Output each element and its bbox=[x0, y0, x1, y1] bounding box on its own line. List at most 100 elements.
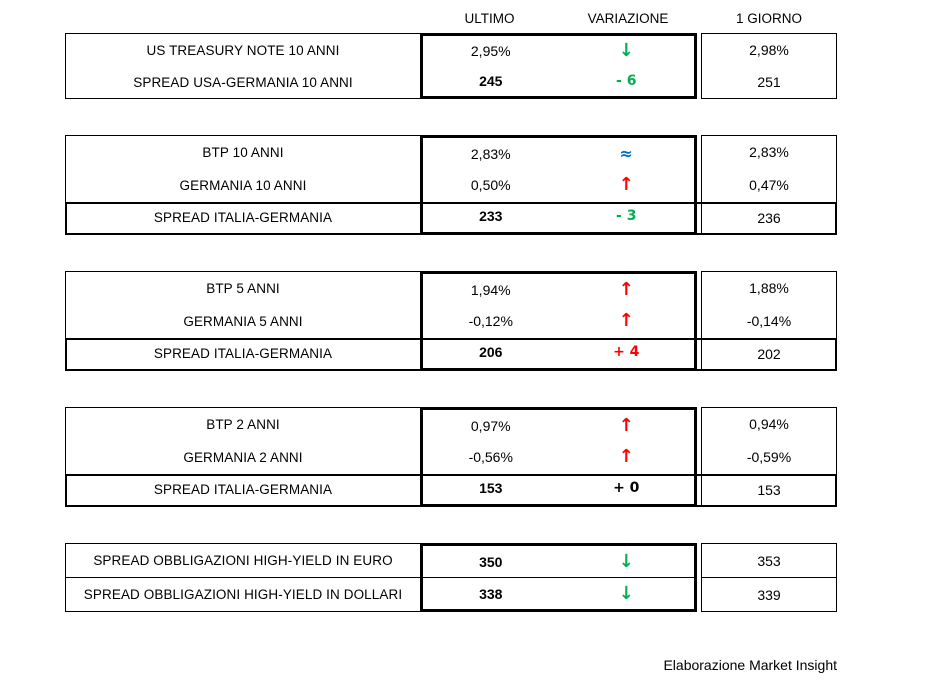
ultimo-value-text: -0,56% bbox=[468, 448, 513, 465]
one-day-value: 1,88% bbox=[749, 280, 789, 297]
source-credit: Elaborazione Market Insight bbox=[663, 657, 837, 673]
variazione-cell: ↑ bbox=[559, 441, 695, 472]
variazione-indicator-arrow: ↑ bbox=[618, 445, 634, 467]
ultimo-variazione-box: 1,94% ↑ -0,12% ↑ 206 + 4 bbox=[420, 271, 697, 371]
variazione-indicator-arrow: ↑ bbox=[618, 173, 634, 195]
column-header-ultimo: ULTIMO bbox=[464, 10, 515, 26]
ultimo-value-text: 2,95% bbox=[470, 43, 511, 59]
one-day-value: 339 bbox=[757, 586, 781, 603]
ultimo-value-text: -0,12% bbox=[468, 312, 513, 329]
one-day-row: 353 bbox=[702, 544, 836, 577]
table-row-values: 0,50% ↑ bbox=[423, 169, 694, 200]
one-day-row: 153 bbox=[702, 473, 836, 506]
variazione-cell: + 4 bbox=[559, 337, 695, 368]
one-day-row: 339 bbox=[702, 577, 836, 611]
variazione-indicator-delta: - 6 bbox=[616, 73, 637, 89]
table-row-label: BTP 5 ANNI bbox=[66, 272, 420, 305]
one-day-value: 153 bbox=[757, 481, 781, 498]
ultimo-value: 206 bbox=[423, 337, 559, 368]
table-row-values: 338 ↓ bbox=[423, 577, 694, 609]
ultimo-value-text: 233 bbox=[479, 208, 503, 225]
instrument-label-box: US TREASURY NOTE 10 ANNI SPREAD USA-GERMA… bbox=[65, 33, 421, 99]
variazione-cell: ↑ bbox=[559, 305, 695, 336]
ultimo-value-text: 153 bbox=[479, 480, 503, 497]
table-row-values: 233 - 3 bbox=[423, 201, 694, 232]
table-row-values: 350 ↓ bbox=[423, 546, 694, 577]
ultimo-value: 153 bbox=[423, 473, 559, 504]
column-header-1-giorno: 1 GIORNO bbox=[735, 10, 802, 26]
table-row-label: US TREASURY NOTE 10 ANNI bbox=[66, 34, 420, 66]
one-day-value: 236 bbox=[757, 209, 781, 226]
table-row-label: SPREAD ITALIA-GERMANIA bbox=[66, 201, 420, 234]
instrument-label-box: BTP 2 ANNI GERMANIA 2 ANNI SPREAD ITALIA-G… bbox=[65, 407, 421, 507]
ultimo-value-text: 2,83% bbox=[470, 145, 511, 162]
table-row-label: GERMANIA 10 ANNI bbox=[66, 169, 420, 202]
one-day-box: 353 339 bbox=[701, 543, 837, 612]
table-block-5: SPREAD OBBLIGAZIONI HIGH-YIELD IN EURO SP… bbox=[0, 543, 942, 612]
instrument-name: BTP 5 ANNI bbox=[206, 280, 280, 296]
ultimo-value-text: 0,97% bbox=[470, 417, 511, 434]
ultimo-value-text: 350 bbox=[479, 553, 503, 570]
table-row-label: GERMANIA 5 ANNI bbox=[66, 305, 420, 338]
ultimo-variazione-box: 350 ↓ 338 ↓ bbox=[420, 543, 697, 612]
one-day-value: 0,47% bbox=[749, 177, 789, 193]
ultimo-variazione-box: 2,83% ≈0,50% ↑ 233 - 3 bbox=[420, 135, 697, 235]
instrument-name: SPREAD USA-GERMANIA 10 ANNI bbox=[133, 74, 353, 90]
variazione-indicator-arrow: ↑ bbox=[618, 309, 634, 331]
ultimo-value: 2,95% bbox=[423, 36, 559, 66]
one-day-row: 1,88% bbox=[702, 272, 836, 305]
variazione-cell: ↑ bbox=[559, 274, 695, 305]
variazione-indicator-delta: - 3 bbox=[616, 208, 637, 225]
one-day-value: -0,59% bbox=[746, 449, 792, 465]
one-day-row: 251 bbox=[702, 66, 836, 98]
one-day-row: 0,47% bbox=[702, 169, 836, 202]
one-day-value: 0,94% bbox=[749, 416, 789, 433]
instrument-name: GERMANIA 2 ANNI bbox=[183, 449, 303, 465]
table-row-label: SPREAD OBBLIGAZIONI HIGH-YIELD IN DOLLAR… bbox=[66, 577, 420, 611]
one-day-value: 251 bbox=[757, 74, 781, 90]
ultimo-value-text: 206 bbox=[479, 344, 503, 361]
one-day-box: 2,98% 251 bbox=[701, 33, 837, 99]
table-row-label: SPREAD ITALIA-GERMANIA bbox=[66, 337, 420, 370]
ultimo-value-text: 338 bbox=[479, 585, 503, 602]
one-day-value: -0,14% bbox=[746, 313, 792, 329]
instrument-name: SPREAD ITALIA-GERMANIA bbox=[153, 210, 333, 226]
instrument-name: SPREAD OBBLIGAZIONI HIGH-YIELD IN DOLLAR… bbox=[83, 587, 403, 602]
variazione-cell: ↑ bbox=[559, 410, 695, 441]
table-row-values: 153 + 0 bbox=[423, 473, 694, 504]
one-day-value: 2,83% bbox=[749, 144, 789, 161]
instrument-label-box: BTP 5 ANNI GERMANIA 5 ANNI SPREAD ITALIA-G… bbox=[65, 271, 421, 371]
ultimo-value: 1,94% bbox=[423, 274, 559, 305]
column-header-variazione: VARIAZIONE bbox=[587, 10, 669, 26]
instrument-name: SPREAD ITALIA-GERMANIA bbox=[153, 346, 333, 362]
ultimo-variazione-box: 2,95% ↓ 245 - 6 bbox=[420, 33, 697, 99]
table-block-2: BTP 10 ANNI GERMANIA 10 ANNI SPREAD ITALIA… bbox=[0, 135, 942, 235]
one-day-row: -0,59% bbox=[702, 441, 836, 474]
table-row-values: -0,12% ↑ bbox=[423, 305, 694, 336]
instrument-name: GERMANIA 5 ANNI bbox=[183, 313, 303, 329]
table-block-1: US TREASURY NOTE 10 ANNI SPREAD USA-GERMA… bbox=[0, 33, 942, 99]
variazione-cell: ≈ bbox=[559, 138, 695, 169]
variazione-cell: - 6 bbox=[559, 66, 695, 96]
instrument-label-box: BTP 10 ANNI GERMANIA 10 ANNI SPREAD ITALIA… bbox=[65, 135, 421, 235]
one-day-row: 2,83% bbox=[702, 136, 836, 169]
table-row-label: BTP 10 ANNI bbox=[66, 136, 420, 169]
table-row-values: 206 + 4 bbox=[423, 337, 694, 368]
variazione-indicator-arrow: ↓ bbox=[618, 582, 634, 604]
ultimo-value: 0,97% bbox=[423, 410, 559, 441]
ultimo-value: 0,50% bbox=[423, 169, 559, 200]
variazione-indicator-delta: + 4 bbox=[613, 344, 640, 361]
variazione-cell: + 0 bbox=[559, 473, 695, 504]
table-row-label: SPREAD OBBLIGAZIONI HIGH-YIELD IN EURO bbox=[66, 544, 420, 577]
table-row-label: BTP 2 ANNI bbox=[66, 408, 420, 441]
variazione-cell: ↓ bbox=[559, 546, 695, 577]
one-day-value: 2,98% bbox=[749, 42, 789, 58]
table-row-values: 1,94% ↑ bbox=[423, 274, 694, 305]
table-block-3: BTP 5 ANNI GERMANIA 5 ANNI SPREAD ITALIA-G… bbox=[0, 271, 942, 371]
variazione-indicator-arrow: ↑ bbox=[618, 278, 634, 300]
instrument-name: BTP 2 ANNI bbox=[206, 416, 280, 432]
one-day-box: 0,94% -0,59% 153 bbox=[701, 407, 837, 507]
instrument-name: GERMANIA 10 ANNI bbox=[179, 177, 307, 193]
ultimo-value-text: 245 bbox=[479, 73, 503, 89]
